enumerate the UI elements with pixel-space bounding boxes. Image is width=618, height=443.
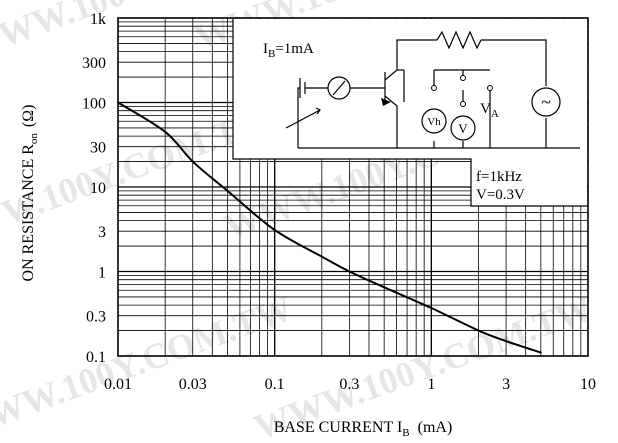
inset-cover [471,158,587,206]
switch-contact [431,85,437,91]
circuit-schematic [285,30,580,149]
data-point [226,189,229,192]
y-tick-label: 1 [98,265,106,282]
y-tick-label: 0.1 [86,349,106,366]
series-line [117,101,542,354]
x-tick-label: 0.03 [179,376,207,393]
data-point [505,340,508,343]
x-tick-label: 0.1 [265,376,285,393]
x-tick-label: 10 [580,376,596,393]
vh-meter-icon [421,108,447,134]
x-axis-label: BASE CURRENT IB (mA) [274,419,453,439]
x-tick-label: 3 [502,376,510,393]
x-tick-label: 0.3 [339,376,359,393]
va-label: VA [480,101,499,120]
data-point [430,306,433,309]
vh-meter-label: Vh [427,116,441,128]
switch-contact [460,75,466,81]
circuit-wire [481,39,547,86]
inset-cover [233,19,587,159]
circuit-wire [297,87,300,148]
ammeter-needle [332,80,346,96]
voltage-label: V=0.3V [476,187,525,203]
data-point [320,255,323,258]
ac-source-symbol: ~ [541,92,551,112]
voltmeter-icon [450,115,476,141]
data-point [191,160,194,163]
circuit-wire [285,109,321,129]
inset-border [232,19,587,207]
data-point [273,228,276,231]
data-point [539,351,542,354]
switch-contact [460,101,466,107]
tick-labels: 0.01 0.03 0.1 0.3 1 3 10 0.1 0.3 1 3 10 30 100 300 1k [82,11,596,393]
y-axis-label: ON RESISTANCE Ron(Ω) [20,105,40,282]
x-tick-label: 0.01 [104,376,132,393]
y-tick-label: 0.3 [86,309,106,326]
y-tick-label: 300 [82,55,106,72]
ib-condition-label: IB=1mA [263,41,314,60]
emitter-arrow [381,98,391,106]
y-tick-label: 30 [90,140,106,157]
y-tick-label: 3 [98,224,106,241]
ac-source-icon [531,87,561,117]
data-point [164,130,167,133]
data-point [348,270,351,273]
data-point [383,286,386,289]
y-tick-label: 10 [90,180,106,197]
data-point [477,329,480,332]
y-tick-label: 1k [90,11,106,28]
circuit-wire [384,95,398,148]
circuit-wire [384,39,437,81]
circuit-wire [315,107,321,115]
y-tick-label: 100 [82,96,106,113]
frequency-label: f=1kHz [476,169,522,185]
plot-frame [117,17,589,357]
inset-panel: IB=1mA f=1kHz V=0.3V Vh V ~ VA [232,19,587,207]
voltmeter-label: V [458,121,468,136]
x-tick-label: 1 [427,376,435,393]
switch-contact [487,85,493,91]
circuit-wire [436,30,482,50]
